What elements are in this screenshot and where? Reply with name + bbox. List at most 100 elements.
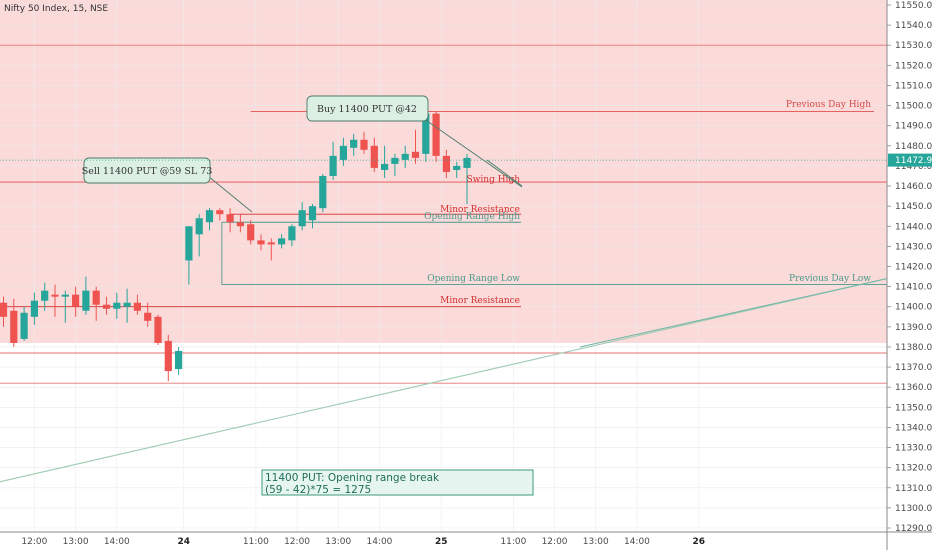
candle-body <box>20 312 28 339</box>
candle[interactable] <box>391 153 399 176</box>
candle[interactable] <box>339 137 347 166</box>
candle[interactable] <box>226 208 234 233</box>
candle-body <box>267 242 275 245</box>
candle[interactable] <box>20 306 28 341</box>
candle[interactable] <box>411 129 420 164</box>
last-price-value: 11472.90 <box>895 156 932 166</box>
candle[interactable] <box>257 234 265 251</box>
candle-body <box>51 294 59 297</box>
y-tick-label: 11380.00 <box>895 343 932 353</box>
candle[interactable] <box>360 131 368 154</box>
candle-body <box>164 340 172 372</box>
candle[interactable] <box>0 296 8 327</box>
candle[interactable] <box>298 202 306 231</box>
candle[interactable] <box>154 314 162 345</box>
candle-body <box>154 316 162 343</box>
candle[interactable] <box>370 137 378 172</box>
candle[interactable] <box>185 226 193 285</box>
minor-resistance-lower-label: Minor Resistance <box>440 296 520 306</box>
last-price-badge: 11472.90 <box>888 153 932 167</box>
candle[interactable] <box>102 296 111 315</box>
candle[interactable] <box>41 282 49 311</box>
candle-body <box>113 302 121 309</box>
candle-body <box>236 222 244 227</box>
candle[interactable] <box>432 111 440 162</box>
trend-line[interactable] <box>0 277 888 483</box>
sell-callout[interactable]: Sell 11400 PUT @59 SL 73 <box>82 157 213 184</box>
x-tick-label: 13:00 <box>583 537 609 547</box>
candle-body <box>205 210 214 223</box>
trade-note[interactable]: 11400 PUT: Opening range break (59 - 42)… <box>261 469 534 496</box>
candle[interactable] <box>308 204 317 229</box>
candle[interactable] <box>453 161 461 178</box>
opening-range-low-label: Opening Range Low <box>427 274 520 284</box>
candle[interactable] <box>267 238 275 261</box>
candle[interactable] <box>288 224 296 247</box>
x-tick-label: 13:00 <box>325 537 351 547</box>
candle[interactable] <box>30 292 38 325</box>
candle[interactable] <box>381 145 389 178</box>
candle-body <box>350 139 358 148</box>
candle-body <box>463 157 471 168</box>
candle[interactable] <box>463 153 471 205</box>
candle-body <box>422 113 430 154</box>
x-tick-label: 12:00 <box>21 537 47 547</box>
candle[interactable] <box>82 276 90 315</box>
candle[interactable] <box>92 286 100 321</box>
candle[interactable] <box>164 334 172 382</box>
candle[interactable] <box>72 286 80 317</box>
candle[interactable] <box>175 346 183 376</box>
candle[interactable] <box>442 149 450 178</box>
swing-high-label: Swing High <box>467 175 521 185</box>
y-tick-label: 11510.00 <box>895 81 932 91</box>
candle-body <box>247 224 255 241</box>
candles[interactable] <box>0 111 471 382</box>
y-tick-label: 11340.00 <box>895 423 932 433</box>
candle[interactable] <box>10 298 18 347</box>
candle[interactable] <box>319 173 327 213</box>
candle-body <box>401 153 409 160</box>
candle[interactable] <box>113 292 121 319</box>
candle[interactable] <box>123 288 131 323</box>
candle[interactable] <box>329 141 337 181</box>
candle[interactable] <box>350 133 358 156</box>
candle-body <box>82 290 90 311</box>
candle[interactable] <box>51 284 59 317</box>
buy-callout[interactable]: Buy 11400 PUT @42 <box>306 95 429 122</box>
buy-callout-text: Buy 11400 PUT @42 <box>317 104 417 115</box>
y-tick-label: 11490.00 <box>895 122 932 132</box>
candle[interactable] <box>278 234 286 249</box>
candle-body <box>102 304 111 309</box>
price-axis[interactable]: 11290.00 11300.00 11310.00 11320.00 11330.00… <box>887 1 932 534</box>
y-tick-label: 11460.00 <box>895 182 932 192</box>
candle[interactable] <box>61 290 69 323</box>
minor-resistance-upper-label: Minor Resistance <box>440 205 520 215</box>
candle-body <box>10 310 18 343</box>
y-tick-label: 11440.00 <box>895 222 932 232</box>
y-tick-label: 11480.00 <box>895 142 932 152</box>
sell-callout-pointer <box>207 175 253 213</box>
x-tick-label: 24 <box>177 537 190 547</box>
candle[interactable] <box>216 208 224 221</box>
candle-body <box>72 294 80 307</box>
candle[interactable] <box>195 214 203 257</box>
candle[interactable] <box>401 145 409 168</box>
candle[interactable] <box>247 220 255 245</box>
candle-body <box>257 240 265 245</box>
y-tick-label: 11290.00 <box>895 524 932 534</box>
x-tick-label: 12:00 <box>284 537 310 547</box>
candle-body <box>370 145 378 168</box>
candle-body <box>195 218 203 235</box>
candle-body <box>319 175 327 209</box>
y-tick-label: 11400.00 <box>895 303 932 313</box>
y-tick-label: 11420.00 <box>895 263 932 273</box>
y-tick-label: 11300.00 <box>895 504 932 514</box>
candle[interactable] <box>133 294 141 315</box>
sell-callout-text: Sell 11400 PUT @59 SL 73 <box>82 166 213 177</box>
candle[interactable] <box>205 208 214 231</box>
candle[interactable] <box>236 214 244 233</box>
candle[interactable] <box>144 302 152 327</box>
time-axis[interactable]: 12:00 13:00 14:00 24 11:00 12:00 13:00 14:00 25 1… <box>21 537 705 547</box>
previous-day-high-label: Previous Day High <box>786 100 871 110</box>
